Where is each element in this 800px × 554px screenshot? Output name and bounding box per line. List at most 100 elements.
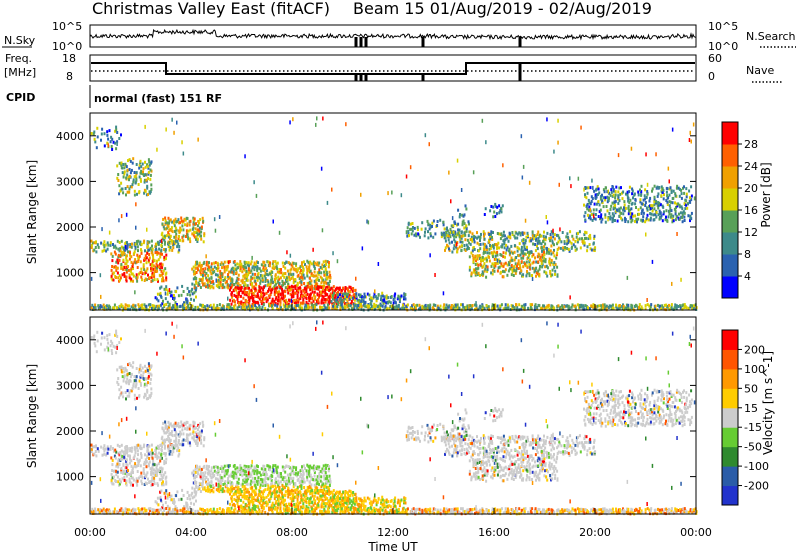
- power-cell: [135, 202, 137, 207]
- power-cell: [551, 239, 554, 243]
- power-cell: [226, 266, 229, 270]
- power-cell: [153, 270, 156, 273]
- nsearch-tick-bottom: 10^0: [708, 40, 738, 53]
- power-cell: [156, 250, 158, 254]
- power-cell: [483, 245, 486, 249]
- power-cell: [585, 196, 588, 200]
- power-cell: [534, 304, 536, 308]
- power-cell: [256, 265, 259, 269]
- power-cell: [305, 300, 308, 304]
- power-cell: [614, 204, 616, 207]
- power-cell: [166, 300, 169, 304]
- power-cell: [193, 235, 196, 239]
- power-cell: [470, 307, 473, 311]
- power-cell: [135, 171, 138, 175]
- power-cell: [412, 307, 415, 311]
- power-cell: [551, 304, 554, 308]
- power-cell: [601, 217, 604, 221]
- power-cell: [513, 265, 516, 269]
- power-cell: [637, 217, 640, 221]
- velocity-cell: [278, 485, 281, 489]
- power-cell: [199, 264, 202, 268]
- power-cell: [456, 303, 459, 307]
- velocity-cell: [133, 454, 136, 458]
- power-cell: [586, 202, 589, 206]
- velocity-cell: [133, 379, 136, 383]
- power-cell: [583, 241, 586, 245]
- velocity-cell: [167, 439, 170, 443]
- velocity-cell: [203, 438, 206, 442]
- power-cell: [597, 193, 599, 196]
- power-cell: [93, 307, 96, 311]
- power-cell: [364, 295, 366, 299]
- velocity-cell: [107, 341, 110, 345]
- power-cell: [669, 186, 672, 190]
- velocity-cell: [143, 382, 146, 386]
- power-cell: [506, 245, 509, 249]
- power-cell: [515, 269, 518, 273]
- velocity-cell: [151, 466, 154, 470]
- velocity-cell: [279, 480, 282, 484]
- power-cell: [118, 218, 120, 223]
- velocity-cell: [111, 482, 114, 486]
- power-cell: [193, 286, 196, 290]
- power-cell: [442, 223, 445, 227]
- power-cell: [334, 300, 337, 304]
- power-cell: [485, 304, 488, 308]
- power-cell: [594, 213, 597, 216]
- power-cell: [559, 227, 561, 232]
- velocity-cell: [172, 425, 175, 429]
- power-cell: [476, 254, 479, 258]
- power-cell: [324, 298, 327, 301]
- power-cell: [168, 221, 170, 225]
- power-cell: [646, 182, 649, 187]
- power-cell: [147, 258, 150, 262]
- power-cell: [334, 304, 337, 308]
- power-cell: [250, 307, 253, 311]
- power-cell: [456, 250, 459, 254]
- power-cell: [312, 299, 315, 303]
- velocity-cell: [277, 479, 280, 483]
- velocity-cell: [114, 345, 117, 349]
- power-cell: [241, 278, 244, 282]
- power-cell: [299, 306, 302, 310]
- power-cell: [436, 304, 439, 308]
- power-cell: [580, 125, 582, 130]
- power-cell: [309, 288, 312, 292]
- velocity-cell: [159, 456, 162, 460]
- velocity-cell: [233, 487, 236, 490]
- power-cell: [381, 291, 384, 295]
- power-cell: [223, 267, 226, 271]
- power-cell: [547, 305, 550, 309]
- velocity-cell: [128, 472, 130, 476]
- power-cell: [380, 296, 383, 300]
- power-cell: [374, 306, 377, 310]
- power-cell: [218, 303, 221, 307]
- power-cell: [690, 185, 693, 189]
- power-cell: [126, 185, 129, 189]
- power-cell: [216, 269, 219, 273]
- power-cell: [403, 292, 406, 296]
- power-cell: [628, 185, 631, 189]
- velocity-cell: [137, 443, 140, 447]
- velocity-cell: [133, 393, 136, 397]
- velocity-cell: [186, 426, 189, 430]
- velocity-cell: [217, 488, 220, 491]
- power-cell: [339, 305, 342, 309]
- power-cell: [455, 235, 458, 239]
- power-cell: [496, 261, 499, 265]
- power-cell: [319, 290, 322, 294]
- power-cell: [427, 236, 430, 240]
- power-cell: [244, 286, 247, 290]
- velocity-cell: [219, 480, 222, 484]
- power-cell: [329, 276, 332, 280]
- velocity-cell: [147, 445, 150, 449]
- power-cell: [130, 245, 133, 249]
- power-cell: [680, 277, 682, 282]
- power-cell: [682, 303, 685, 307]
- power-cell: [240, 302, 243, 306]
- power-cell: [543, 253, 546, 256]
- velocity-cell: [205, 480, 208, 484]
- velocity-cell: [165, 482, 168, 486]
- velocity-cell: [162, 503, 164, 507]
